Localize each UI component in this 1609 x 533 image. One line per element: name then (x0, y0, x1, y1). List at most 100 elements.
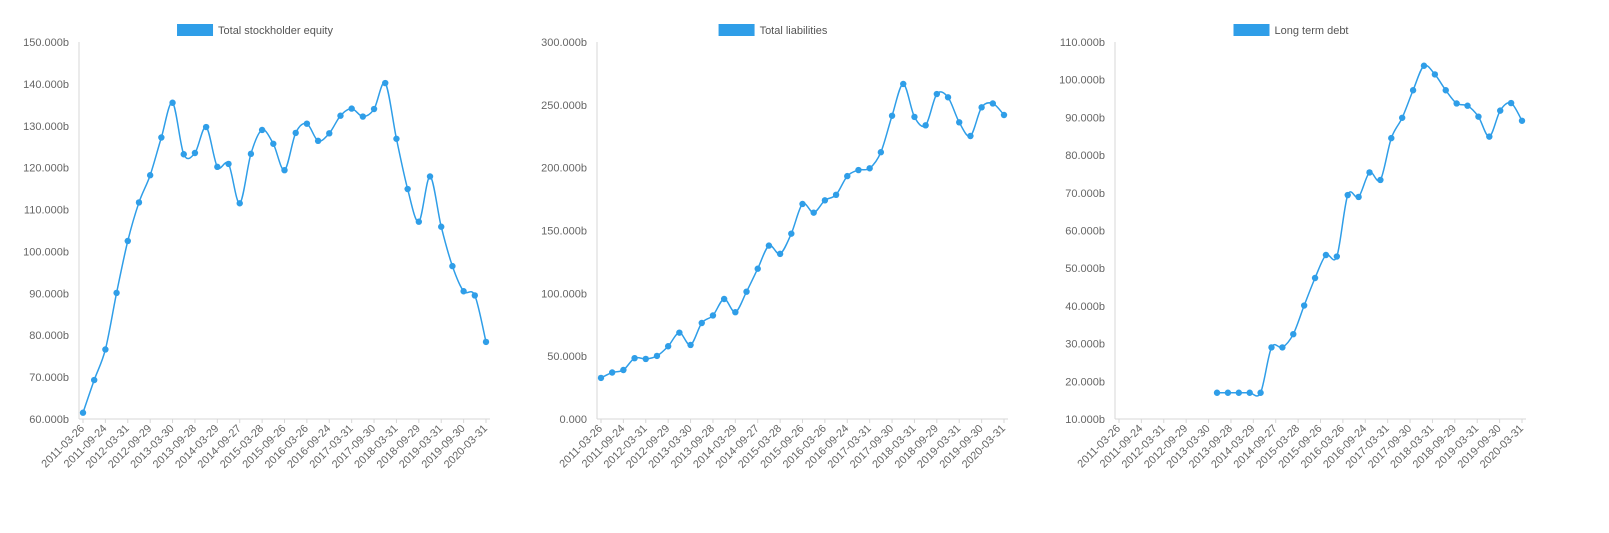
data-point (653, 352, 661, 360)
data-point (754, 265, 761, 272)
data-point (620, 366, 627, 374)
data-point (631, 354, 638, 362)
data-point (1235, 389, 1243, 396)
data-point (113, 289, 120, 297)
data-point (933, 90, 941, 98)
y-tick-label: 200.000b (541, 163, 587, 175)
data-point (967, 132, 974, 140)
y-tick-label: 20.000b (1065, 376, 1105, 388)
data-point (415, 218, 423, 225)
data-point (844, 172, 851, 180)
data-point (1355, 193, 1362, 201)
y-tick-label: 10.000b (1065, 414, 1105, 426)
data-point (608, 369, 616, 376)
data-point (449, 262, 456, 270)
y-tick-label: 250.000b (541, 100, 587, 112)
data-point (359, 113, 367, 120)
data-point (1388, 134, 1395, 142)
y-tick-label: 70.000b (29, 372, 69, 384)
y-tick-label: 140.000b (23, 79, 69, 91)
y-tick-label: 70.000b (1065, 188, 1105, 200)
data-point (1290, 330, 1297, 338)
chart-panel-2: 0.000 50.000b 100.000b 150.000b 200.000b 250.… (541, 24, 1008, 471)
data-point (270, 140, 277, 147)
y-tick-label: 50.000b (1065, 263, 1105, 275)
legend-swatch (177, 24, 214, 36)
data-point (102, 346, 109, 353)
y-tick-label: 100.000b (1059, 75, 1105, 87)
data-point (247, 150, 255, 158)
data-point (1486, 133, 1493, 140)
y-tick-label: 30.000b (1065, 339, 1105, 351)
data-point (281, 166, 288, 174)
data-point (821, 197, 829, 204)
data-point (1442, 87, 1449, 94)
y-tick-label: 100.000b (23, 246, 69, 258)
data-point (1518, 117, 1526, 124)
data-point (855, 166, 862, 174)
data-point (799, 200, 806, 208)
data-point (732, 308, 739, 316)
series-line (82, 81, 487, 413)
data-point (1257, 389, 1264, 396)
data-point (642, 355, 649, 363)
data-point (810, 209, 817, 216)
data-point (79, 409, 87, 416)
data-point (438, 223, 445, 230)
legend: Long term debt (1233, 24, 1349, 37)
y-tick-label: 0.000 (559, 414, 587, 426)
data-point (944, 94, 952, 101)
y-tick-label: 130.000b (23, 121, 69, 133)
data-point (1322, 251, 1330, 259)
y-tick-label: 110.000b (1060, 37, 1105, 49)
data-point (135, 199, 143, 206)
y-tick-label: 80.000b (29, 330, 69, 342)
data-point (866, 165, 873, 172)
data-point (922, 122, 929, 129)
data-point (471, 292, 479, 299)
data-point (169, 99, 176, 106)
data-point (426, 173, 434, 180)
data-point (393, 135, 400, 142)
data-point (776, 250, 784, 258)
data-point (1300, 302, 1308, 309)
data-point (698, 319, 705, 327)
data-point (676, 329, 683, 336)
data-point (1431, 71, 1439, 78)
data-point (1344, 191, 1351, 199)
data-point (382, 79, 389, 87)
legend-label: Long term debt (1275, 25, 1349, 37)
data-point (191, 149, 199, 157)
data-point (314, 137, 322, 145)
data-point (1213, 389, 1221, 396)
data-point (888, 112, 896, 119)
data-point (460, 288, 467, 295)
y-tick-label: 150.000b (23, 37, 69, 49)
data-point (370, 105, 378, 113)
data-point (1453, 100, 1460, 107)
data-point (1507, 99, 1515, 107)
y-tick-label: 90.000b (29, 288, 69, 300)
data-point (1497, 107, 1504, 114)
data-point (1246, 389, 1253, 396)
data-point (236, 200, 243, 207)
data-point (956, 119, 963, 126)
data-point (911, 113, 918, 121)
data-point (1333, 253, 1341, 260)
y-tick-label: 80.000b (1065, 150, 1105, 162)
data-point (1409, 87, 1417, 94)
data-point (1224, 389, 1232, 396)
y-tick-label: 120.000b (23, 163, 69, 175)
data-point (1000, 111, 1008, 119)
y-tick-label: 50.000b (547, 351, 587, 363)
data-point (225, 160, 232, 168)
data-point (978, 104, 985, 111)
y-tick-label: 90.000b (1065, 112, 1105, 124)
y-tick-label: 100.000b (541, 288, 587, 300)
y-tick-label: 110.000b (24, 205, 69, 217)
y-tick-label: 300.000b (541, 37, 587, 49)
legend: Total liabilities (718, 24, 828, 37)
data-point (1377, 176, 1384, 184)
chart-panel-3: 10.000b 20.000b 30.000b 40.000b 50.000b 60.00… (1059, 24, 1526, 471)
data-point (900, 80, 907, 88)
